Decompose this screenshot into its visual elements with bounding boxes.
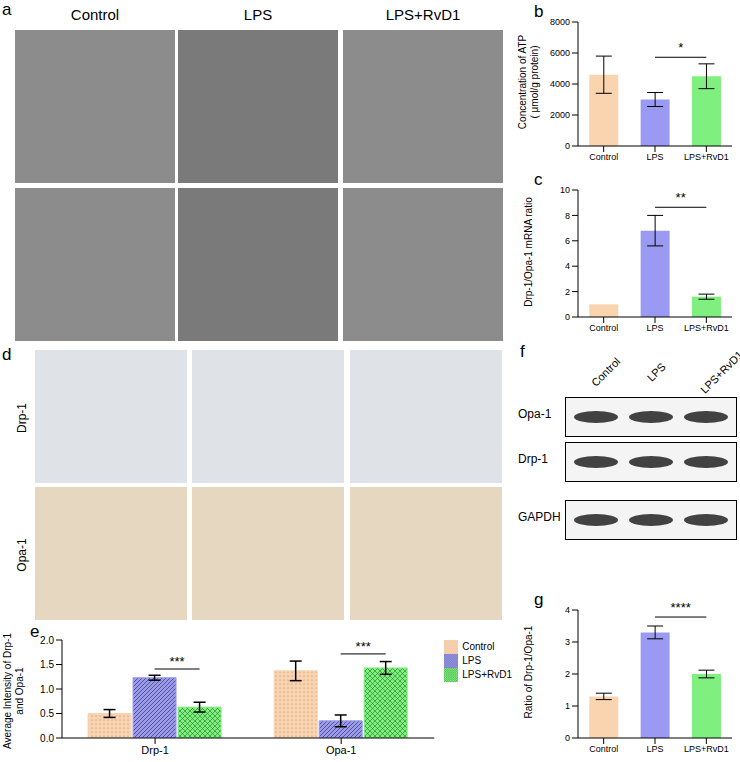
html-text:Opa-1: Opa-1	[15, 538, 29, 572]
html-text:LPS+RvD1: LPS+RvD1	[385, 6, 461, 23]
svg-text:8000: 8000	[550, 17, 570, 27]
svg-text:4000: 4000	[550, 79, 570, 89]
html-text:LPS: LPS	[644, 360, 668, 384]
html-text:Concentration of ATP: Concentration of ATP	[517, 34, 528, 130]
html-text:GAPDH: GAPDH	[518, 510, 561, 524]
svg-text:LPS+RvD1: LPS+RvD1	[684, 152, 729, 162]
svg-text:3: 3	[565, 637, 570, 647]
svg-text:Control: Control	[589, 152, 618, 162]
svg-text:****: ****	[671, 600, 691, 615]
html-text:b: b	[534, 2, 544, 21]
html-text:Opa-1: Opa-1	[518, 407, 552, 421]
svg-text:8: 8	[565, 211, 570, 221]
svg-text:0.0: 0.0	[40, 733, 54, 744]
html-text:d: d	[2, 345, 12, 364]
html-text:Average Intensity of Drp-1: Average Intensity of Drp-1	[2, 632, 13, 749]
html-text:e: e	[30, 622, 40, 641]
html-text:g: g	[534, 590, 544, 609]
svg-text:***: ***	[169, 654, 184, 669]
svg-text:0.5: 0.5	[40, 708, 54, 719]
html-text:Control: Control	[462, 640, 495, 652]
svg-text:2: 2	[565, 669, 570, 679]
html-text:Drp-1/Opa-1 mRNA ratio: Drp-1/Opa-1 mRNA ratio	[523, 196, 534, 307]
svg-text:0: 0	[565, 312, 570, 322]
html-text:Control: Control	[70, 6, 120, 23]
html-text:Ratio of Drp-1/Opa-1: Ratio of Drp-1/Opa-1	[523, 625, 534, 719]
html-text:f: f	[520, 342, 525, 361]
svg-text:Control: Control	[589, 744, 618, 754]
svg-text:10: 10	[560, 185, 570, 195]
svg-text:LPS: LPS	[646, 744, 663, 754]
svg-text:6: 6	[565, 236, 570, 246]
svg-text:2: 2	[565, 287, 570, 297]
html-text:a: a	[2, 0, 12, 19]
svg-text:LPS: LPS	[646, 323, 663, 333]
html-text:LPS+RvD1: LPS+RvD1	[462, 668, 512, 680]
svg-text:1: 1	[565, 701, 570, 711]
svg-text:1.5: 1.5	[40, 659, 54, 670]
html-text:Control: Control	[588, 355, 623, 389]
svg-text:**: **	[676, 190, 686, 205]
svg-text:Opa-1: Opa-1	[326, 744, 357, 756]
svg-text:0: 0	[565, 733, 570, 743]
svg-text:2.0: 2.0	[40, 635, 54, 646]
html-text:c: c	[534, 170, 543, 189]
svg-text:***: ***	[356, 639, 371, 654]
html-text:Drp-1: Drp-1	[15, 403, 29, 433]
svg-text:2000: 2000	[550, 110, 570, 120]
svg-text:LPS: LPS	[646, 152, 663, 162]
html-text:LPS: LPS	[243, 6, 273, 23]
html-text:LPS: LPS	[462, 654, 482, 666]
svg-text:4: 4	[565, 605, 570, 615]
svg-text:0: 0	[565, 141, 570, 151]
html-text:( μmol/g protein): ( μmol/g protein)	[529, 45, 540, 119]
svg-text:*: *	[678, 40, 683, 55]
svg-text:6000: 6000	[550, 48, 570, 58]
svg-text:Control: Control	[589, 323, 618, 333]
svg-text:4: 4	[565, 261, 570, 271]
svg-text:Drp-1: Drp-1	[141, 744, 169, 756]
svg-text:LPS+RvD1: LPS+RvD1	[684, 744, 729, 754]
html-text:and Opa-1: and Opa-1	[14, 666, 25, 715]
svg-text:LPS+RvD1: LPS+RvD1	[684, 323, 729, 333]
svg-text:1.0: 1.0	[40, 684, 54, 695]
html-text:Drp-1: Drp-1	[518, 452, 548, 466]
